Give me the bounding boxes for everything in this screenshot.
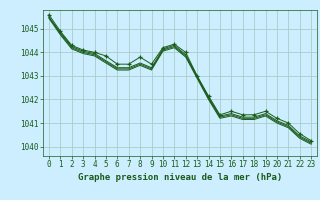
X-axis label: Graphe pression niveau de la mer (hPa): Graphe pression niveau de la mer (hPa)	[78, 173, 282, 182]
